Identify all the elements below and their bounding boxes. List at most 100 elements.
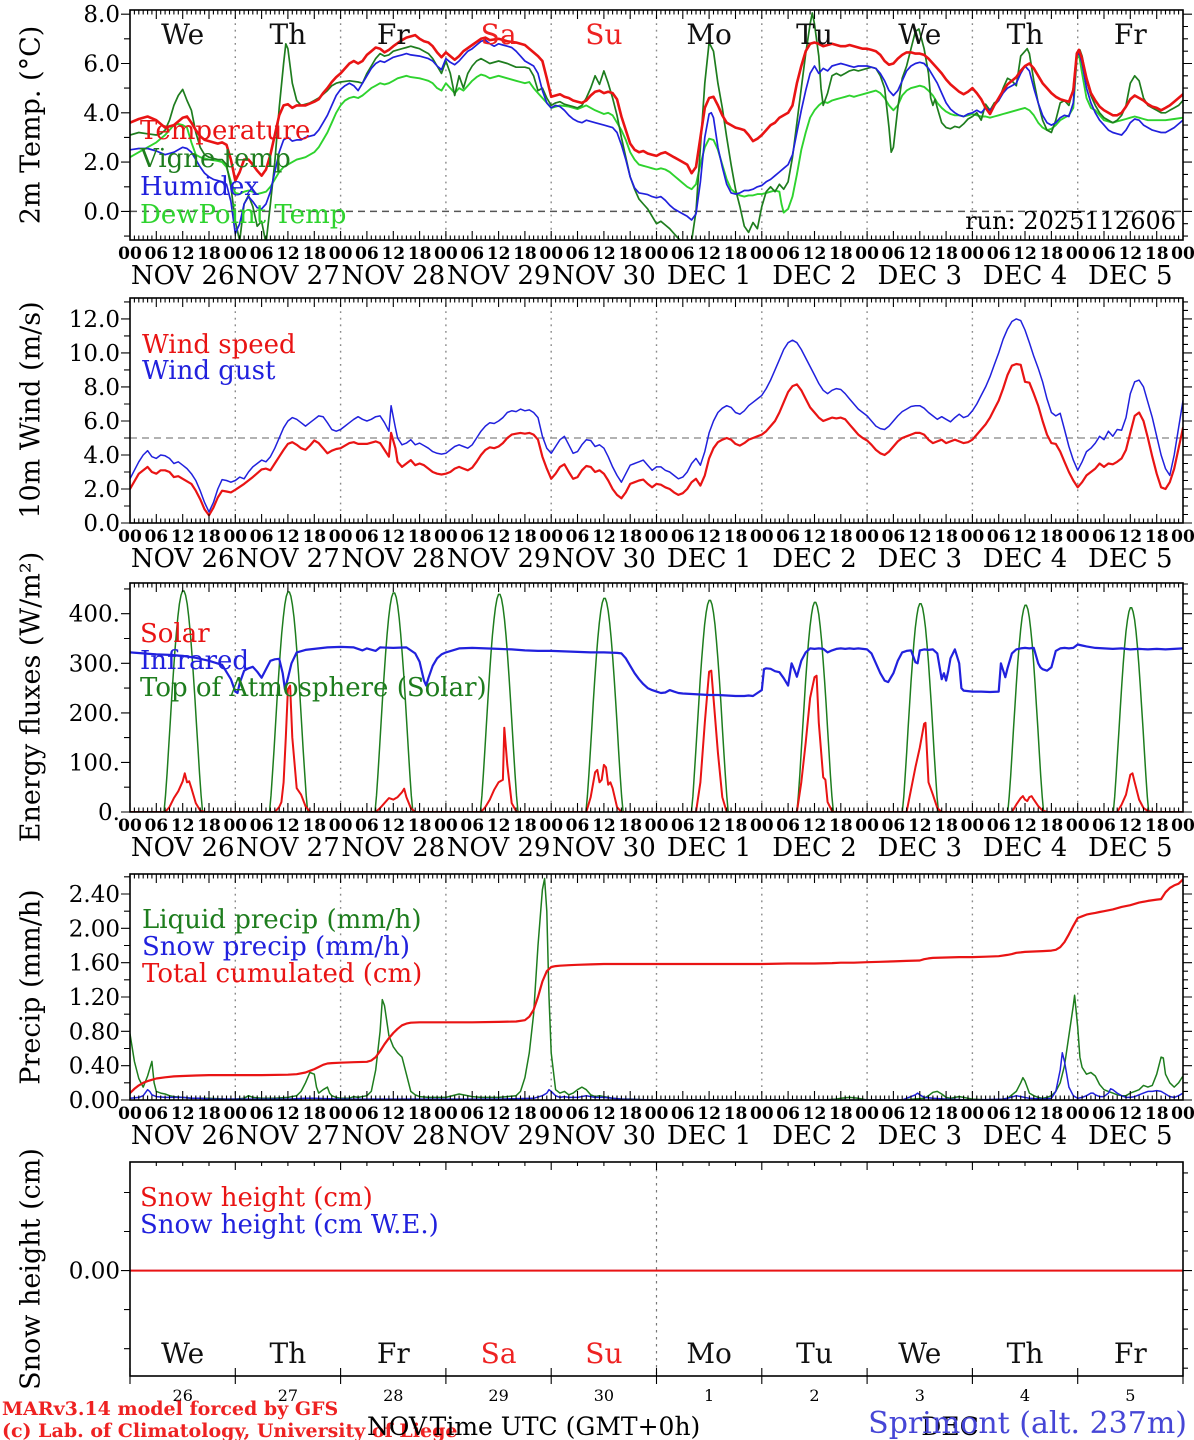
x-ticks-outside [129, 1376, 1184, 1384]
x-tick-label: 12 [171, 527, 195, 547]
x-tick-label: 06 [355, 816, 379, 836]
x-tick-label: 12 [697, 244, 721, 264]
x-date-label: NOV 30 [552, 544, 656, 574]
x-tick-label: 12 [592, 1104, 616, 1124]
x-tick-label: 12 [697, 1104, 721, 1124]
x-tick-label: 06 [566, 816, 590, 836]
x-tick-label: 12 [908, 527, 932, 547]
x-tick-label: 18 [302, 244, 326, 264]
x-tick-label: 06 [671, 816, 695, 836]
y-tick-label: 4.0 [83, 443, 120, 469]
model-run-label: run: 2025112606 [965, 207, 1176, 235]
x-tick-label: 18 [197, 1104, 221, 1124]
x-tick-label: 00 [1171, 816, 1194, 836]
x-tick-label: 18 [724, 1104, 748, 1124]
x-tick-label: 00 [1066, 816, 1090, 836]
x-tick-label: 06 [987, 527, 1011, 547]
y-tick-label: 1.20 [69, 985, 120, 1011]
x-tick-label: 06 [882, 527, 906, 547]
x-date-label: DEC 2 [772, 833, 857, 863]
x-tick-label: 18 [302, 1104, 326, 1124]
x-ticks [129, 298, 1184, 523]
x-tick-label: 00 [434, 527, 458, 547]
day-letter: We [161, 18, 204, 51]
x-tick-label: 12 [171, 816, 195, 836]
x-date-label: NOV 30 [552, 261, 656, 291]
x-axis-title: Time UTC (GMT+0h) [429, 1412, 701, 1440]
x-tick-label: 18 [513, 527, 537, 547]
x-tick-label: 18 [408, 244, 432, 264]
x-tick-label: 00 [750, 527, 774, 547]
x-tick-label: 00 [434, 1104, 458, 1124]
series-total-cumulated [130, 878, 1183, 1095]
x-tick-label: 12 [381, 527, 405, 547]
y-axis-title-temp: 2m Temp. (°C) [15, 25, 47, 225]
x-tick-label: 00 [1066, 244, 1090, 264]
x-tick-label: 00 [434, 816, 458, 836]
day-letter: Mo [686, 18, 732, 51]
footer-day-number: 5 [1125, 1386, 1135, 1405]
footer-day-number: 29 [488, 1386, 508, 1405]
x-tick-label: 00 [223, 527, 247, 547]
x-tick-label: 06 [460, 1104, 484, 1124]
series-infrared [130, 643, 1183, 698]
x-date-label: NOV 29 [447, 833, 551, 863]
series-dewpoint-temp [130, 53, 1183, 214]
x-tick-label: 12 [908, 816, 932, 836]
x-tick-label: 12 [381, 816, 405, 836]
x-tick-label: 00 [961, 527, 985, 547]
x-date-label: DEC 3 [878, 544, 963, 574]
x-tick-label: 00 [961, 816, 985, 836]
x-tick-label: 06 [460, 244, 484, 264]
x-tick-label: 18 [618, 244, 642, 264]
x-tick-label: 06 [882, 244, 906, 264]
x-tick-label: 00 [645, 527, 669, 547]
x-tick-label: 00 [118, 816, 142, 836]
x-tick-label: 12 [803, 244, 827, 264]
legend-vigne-temp: Vigne temp [140, 144, 291, 174]
x-tick-label: 18 [302, 527, 326, 547]
y-axis-title-precip: Precip (mm/h) [15, 889, 47, 1085]
y-tick-label: 6.0 [83, 409, 120, 435]
x-tick-label: 18 [513, 1104, 537, 1124]
x-tick-label: 12 [276, 244, 300, 264]
x-tick-label: 00 [645, 244, 669, 264]
legend-snow-height-cm-w-e-: Snow height (cm W.E.) [140, 1210, 439, 1240]
x-tick-label: 18 [1145, 527, 1169, 547]
x-tick-label: 18 [829, 816, 853, 836]
x-tick-label: 18 [934, 244, 958, 264]
x-date-label: DEC 1 [667, 1121, 752, 1151]
x-tick-label: 00 [855, 527, 879, 547]
x-tick-label: 12 [592, 527, 616, 547]
x-tick-label: 12 [803, 1104, 827, 1124]
x-tick-label: 00 [961, 244, 985, 264]
day-letter: We [898, 18, 941, 51]
legend-total-cumulated-cm-: Total cumulated (cm) [142, 959, 423, 989]
legend-wind-gust: Wind gust [142, 356, 276, 386]
x-tick-label: 06 [355, 244, 379, 264]
legend-liquid-precip-mm-h-: Liquid precip (mm/h) [142, 905, 422, 935]
x-tick-label: 18 [1040, 527, 1064, 547]
x-tick-label: 06 [1092, 1104, 1116, 1124]
x-tick-label: 18 [197, 527, 221, 547]
x-tick-label: 18 [408, 1104, 432, 1124]
y-tick-label: 4.0 [83, 101, 120, 127]
x-date-label: DEC 5 [1088, 1121, 1173, 1151]
y-tick-label: 0.0 [83, 199, 120, 225]
footer-day-number: 26 [173, 1386, 193, 1405]
x-date-label: DEC 3 [878, 1121, 963, 1151]
x-date-label: NOV 29 [447, 261, 551, 291]
x-date-label: DEC 2 [772, 544, 857, 574]
y-ticks [121, 583, 1192, 813]
x-tick-label: 00 [750, 816, 774, 836]
x-date-label: NOV 28 [341, 1121, 445, 1151]
x-tick-label: 18 [197, 244, 221, 264]
y-tick-label: 300. [69, 651, 120, 677]
x-date-label: DEC 5 [1088, 833, 1173, 863]
day-letter: Fr [377, 1337, 410, 1370]
x-tick-label: 18 [618, 1104, 642, 1124]
x-tick-label: 12 [276, 1104, 300, 1124]
x-tick-label: 12 [1013, 244, 1037, 264]
x-date-label: DEC 5 [1088, 261, 1173, 291]
x-tick-label: 18 [618, 527, 642, 547]
